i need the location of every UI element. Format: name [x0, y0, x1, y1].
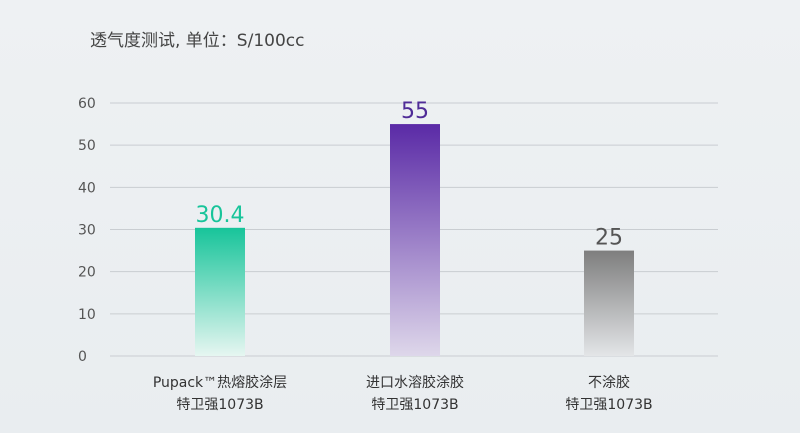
data-label: 55	[401, 99, 429, 124]
y-tick-label: 0	[78, 349, 87, 365]
category-label: 进口水溶胶涂胶	[366, 374, 464, 391]
y-tick-label: 10	[78, 307, 96, 323]
y-tick-label: 50	[78, 138, 96, 154]
y-tick-label: 40	[78, 180, 96, 196]
x-axis: Pupack™热熔胶涂层特卫强1073B进口水溶胶涂胶特卫强1073B不涂胶特卫…	[153, 374, 653, 413]
data-label: 30.4	[196, 203, 245, 228]
data-label: 25	[595, 226, 623, 251]
bar-2	[584, 250, 634, 356]
category-label: 不涂胶	[588, 374, 630, 391]
y-axis: 0 10 20 30 40 50 60	[78, 96, 96, 365]
y-tick-label: 20	[78, 265, 96, 281]
category-label: Pupack™热熔胶涂层	[153, 374, 287, 391]
category-label: 特卫强1073B	[371, 397, 458, 413]
bars: 30.4 55 25	[195, 99, 634, 356]
chart-title: 透气度测试, 单位：S/100cc	[90, 31, 304, 51]
bar-1	[390, 124, 440, 356]
y-tick-label: 60	[78, 96, 96, 112]
y-tick-label: 30	[78, 223, 96, 239]
category-label: 特卫强1073B	[176, 397, 263, 413]
category-label: 特卫强1073B	[565, 397, 652, 413]
bar-0	[195, 227, 245, 356]
